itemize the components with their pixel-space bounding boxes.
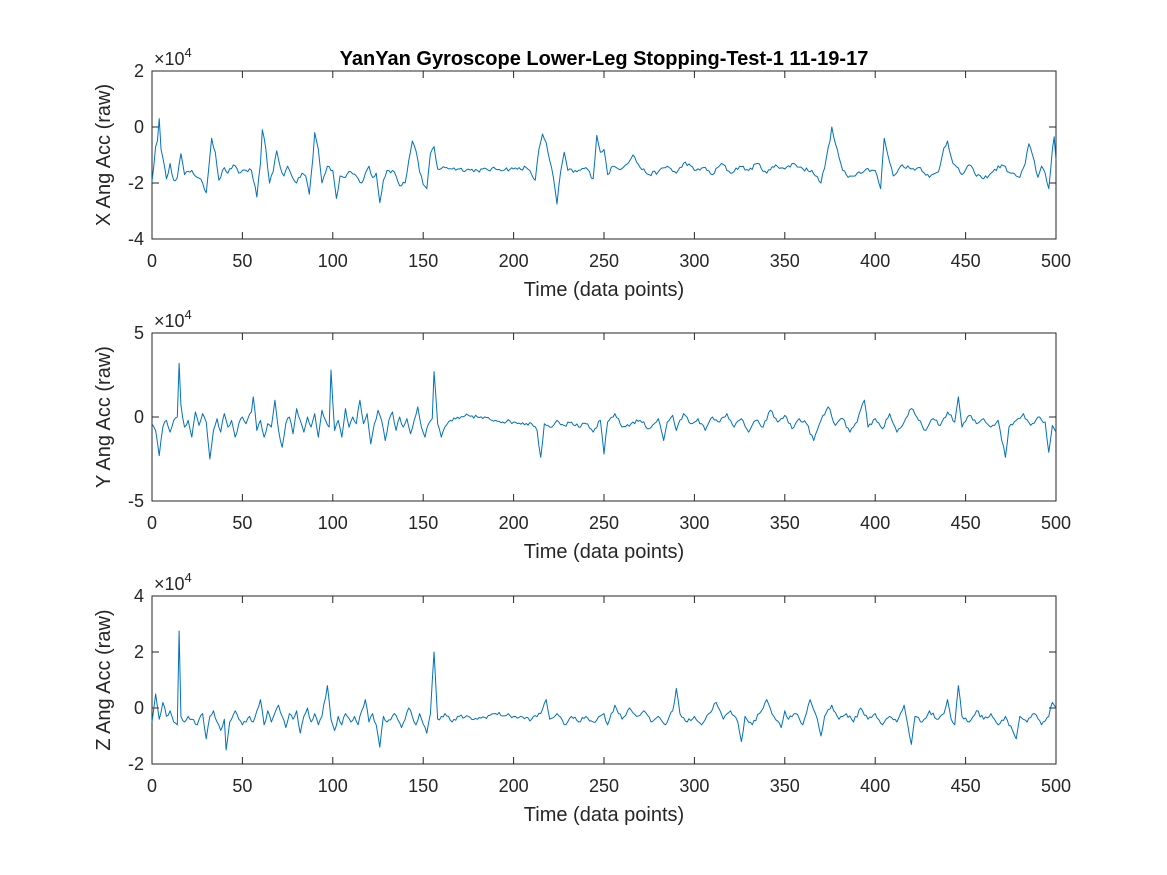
y-tick-label: 2 <box>134 61 144 81</box>
x-tick-label: 350 <box>770 513 800 533</box>
x-tick-label: 400 <box>860 513 890 533</box>
plot-area <box>151 70 1057 240</box>
x-tick-label: 300 <box>679 513 709 533</box>
y-tick-label: 5 <box>134 323 144 343</box>
y-tick-label: 4 <box>134 586 144 606</box>
y-exponent-label: ×104 <box>154 307 192 331</box>
x-tick-label: 500 <box>1041 251 1071 271</box>
x-tick-label: 100 <box>318 513 348 533</box>
x-tick-label: 200 <box>499 251 529 271</box>
x-axis-label: Time (data points) <box>524 279 684 301</box>
x-tick-label: 450 <box>951 776 981 796</box>
x-tick-label: 150 <box>408 251 438 271</box>
subplot-1: 0 50 100 150 200 250 300 350 400 450 500 -4 -2 0 2 ×104… <box>93 45 1071 301</box>
x-tick-label: 450 <box>951 251 981 271</box>
x-tick-label: 350 <box>770 251 800 271</box>
chart-title: YanYan Gyroscope Lower-Leg Stopping-Test… <box>340 48 869 70</box>
x-tick-label: 0 <box>147 776 157 796</box>
x-tick-label: 0 <box>147 251 157 271</box>
y-tick-label: 0 <box>134 698 144 718</box>
subplot-panels: 0 50 100 150 200 250 300 350 400 450 500-4-202×104… <box>93 45 1071 826</box>
y-tick-label: -2 <box>128 173 144 193</box>
x-tick-label: 50 <box>232 251 252 271</box>
x-tick-label: 150 <box>408 513 438 533</box>
x-tick-label: 250 <box>589 513 619 533</box>
x-tick-label: 50 <box>232 776 252 796</box>
data-series-line <box>151 630 1057 751</box>
y-tick-label: -2 <box>128 754 144 774</box>
x-tick-label: 500 <box>1041 776 1071 796</box>
x-tick-label: 350 <box>770 776 800 796</box>
y-tick-label: 2 <box>134 642 144 662</box>
x-axis-label: Time (data points) <box>524 541 684 563</box>
x-tick-label: 400 <box>860 776 890 796</box>
y-tick-label: 0 <box>134 407 144 427</box>
y-tick-label: 0 <box>134 117 144 137</box>
y-exponent-label: ×104 <box>154 570 192 594</box>
y-exponent-label: ×104 <box>154 45 192 69</box>
x-tick-label: 300 <box>679 776 709 796</box>
x-axis-label: Time (data points) <box>524 804 684 826</box>
subplot-2: 0 50 100 150 200 250 300 350 400 450 500-505×104Ti… <box>93 307 1071 563</box>
x-tick-label: 0 <box>147 513 157 533</box>
y-tick-label: -4 <box>128 229 144 249</box>
x-tick-label: 50 <box>232 513 252 533</box>
x-tick-label: 250 <box>589 776 619 796</box>
subplot-3: 0 50 100 150 200 250 300 350 400 450 500-2024×104T… <box>93 570 1071 826</box>
x-tick-label: 400 <box>860 251 890 271</box>
y-axis-label: Z Ang Acc (raw) <box>93 609 115 750</box>
data-series-line <box>151 118 1057 205</box>
x-tick-label: 150 <box>408 776 438 796</box>
x-tick-label: 500 <box>1041 513 1071 533</box>
x-tick-label: 300 <box>679 251 709 271</box>
x-tick-label: 250 <box>589 251 619 271</box>
y-tick-label: -5 <box>128 491 144 511</box>
plot-area <box>151 332 1057 502</box>
y-axis-label: Y Ang Acc (raw) <box>93 346 115 488</box>
x-tick-label: 450 <box>951 513 981 533</box>
x-tick-label: 100 <box>318 776 348 796</box>
data-series-line <box>151 362 1057 460</box>
x-tick-label: 200 <box>499 513 529 533</box>
y-axis-label: X Ang Acc (raw) <box>93 84 115 226</box>
x-tick-label: 200 <box>499 776 529 796</box>
x-tick-label: 100 <box>318 251 348 271</box>
plot-area <box>151 595 1057 765</box>
